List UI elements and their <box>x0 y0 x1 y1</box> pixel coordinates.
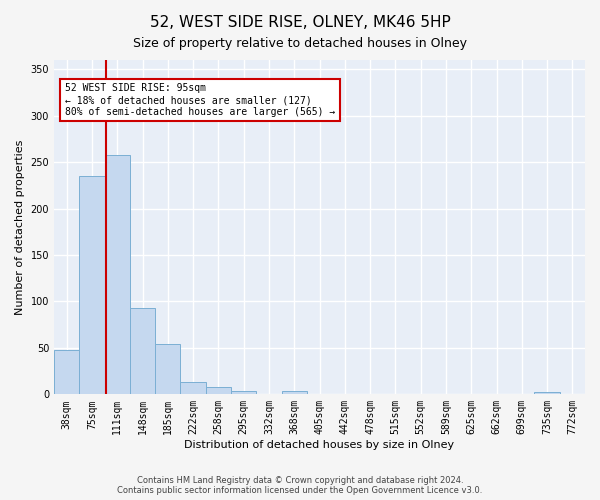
Bar <box>535 392 560 394</box>
Text: Contains HM Land Registry data © Crown copyright and database right 2024.
Contai: Contains HM Land Registry data © Crown c… <box>118 476 482 495</box>
Bar <box>79 176 104 394</box>
Text: 52, WEST SIDE RISE, OLNEY, MK46 5HP: 52, WEST SIDE RISE, OLNEY, MK46 5HP <box>149 15 451 30</box>
Bar <box>54 350 79 395</box>
Bar <box>231 390 256 394</box>
Bar <box>281 390 307 394</box>
Bar <box>155 344 181 395</box>
Bar <box>206 387 231 394</box>
Bar <box>181 382 206 394</box>
Text: 52 WEST SIDE RISE: 95sqm
← 18% of detached houses are smaller (127)
80% of semi-: 52 WEST SIDE RISE: 95sqm ← 18% of detach… <box>65 84 335 116</box>
Y-axis label: Number of detached properties: Number of detached properties <box>15 140 25 315</box>
Text: Size of property relative to detached houses in Olney: Size of property relative to detached ho… <box>133 38 467 51</box>
X-axis label: Distribution of detached houses by size in Olney: Distribution of detached houses by size … <box>184 440 455 450</box>
Bar <box>104 154 130 394</box>
Bar <box>130 308 155 394</box>
